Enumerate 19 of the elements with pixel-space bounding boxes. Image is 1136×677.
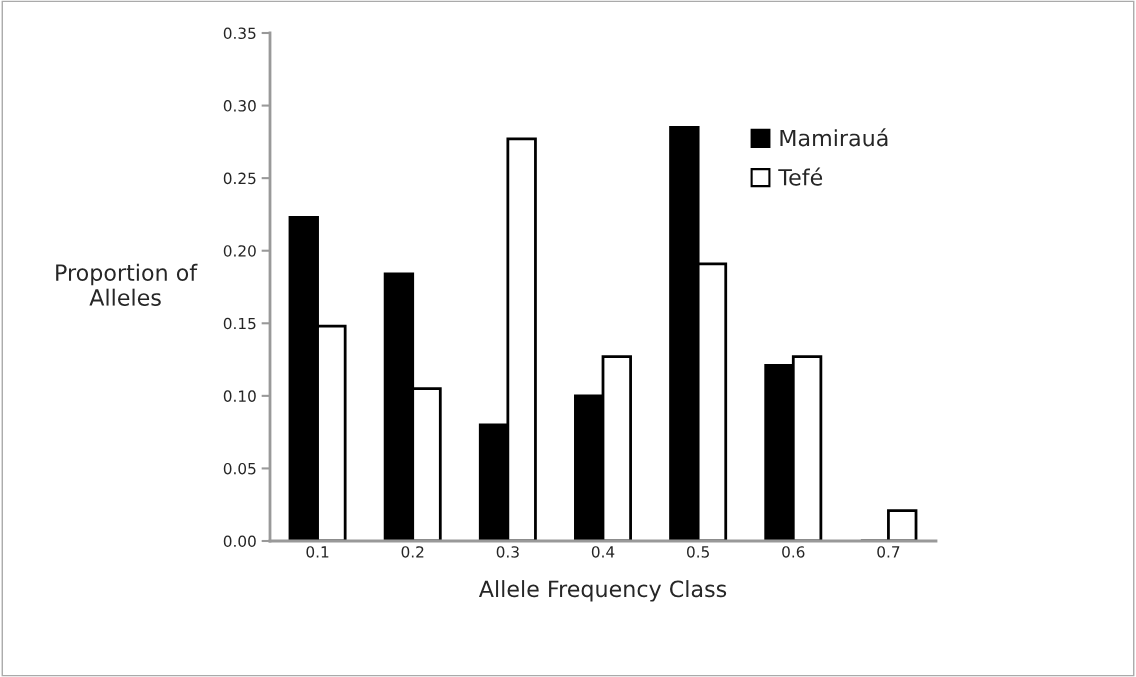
x-tick-label: 0.1 <box>306 546 329 558</box>
y-tick-label: 0.05 <box>223 462 256 475</box>
x-tick-label: 0.2 <box>401 546 424 558</box>
x-axis-title: Allele Frequency Class <box>478 580 727 602</box>
y-tick-label: 0.20 <box>223 245 256 257</box>
y-axis-title: Proportion of Alleles <box>56 263 198 306</box>
x-tick-label: 0.4 <box>591 546 615 558</box>
y-tick-label: 0.25 <box>223 172 256 185</box>
y-tick-label: 0.35 <box>223 27 256 40</box>
y-tick-label: 0.30 <box>223 100 256 112</box>
y-tick-label: 0.00 <box>223 535 256 548</box>
y-tick-label: 0.10 <box>223 390 256 402</box>
x-tick-label: 0.7 <box>877 546 900 558</box>
x-tick-label: 0.5 <box>687 546 709 558</box>
x-tick-label: 0.6 <box>782 546 805 558</box>
legend-label: Mamirauá <box>780 128 888 147</box>
legend-label: Tefé <box>778 167 823 186</box>
x-tick-label: 0.3 <box>496 546 519 558</box>
y-tick-label: 0.15 <box>223 317 256 330</box>
